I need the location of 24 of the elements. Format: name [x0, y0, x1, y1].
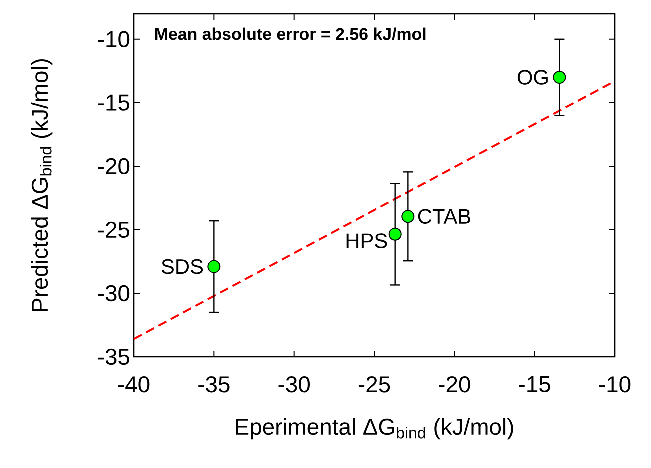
y-tick-label: -20 [98, 158, 130, 175]
x-tick-label: -40 [118, 376, 150, 393]
x-axis-title: Eperimental ΔG$_{bind}$ (kJ/mol) [236, 418, 514, 440]
annotation: CTAB [418, 209, 471, 224]
annotation: OG [518, 70, 548, 85]
x-tick-label: -15 [519, 376, 550, 393]
point [208, 260, 221, 274]
y-tick-label: -30 [98, 285, 130, 302]
annotation: HPS [346, 234, 388, 248]
point [553, 71, 566, 84]
x-tick-label: -35 [198, 376, 230, 393]
y-axis-title: Predicted ΔG$_{bind}$ (kJ/mol) [31, 59, 53, 312]
annotation: Mean absolute error = 2.56 kJ/mol [156, 28, 426, 40]
x-tick-label: -10 [599, 376, 631, 393]
x-tick-label: -30 [278, 376, 310, 393]
y-tick-label: -25 [98, 222, 130, 238]
y-tick-label: -15 [98, 94, 130, 111]
y-tick-label: -10 [98, 31, 130, 48]
x-tick-label: -25 [358, 376, 390, 393]
point [388, 228, 402, 241]
point [402, 210, 415, 224]
annotation: SDS [162, 259, 204, 274]
x-tick-label: -20 [439, 376, 470, 393]
y-tick-label: -35 [98, 348, 130, 366]
